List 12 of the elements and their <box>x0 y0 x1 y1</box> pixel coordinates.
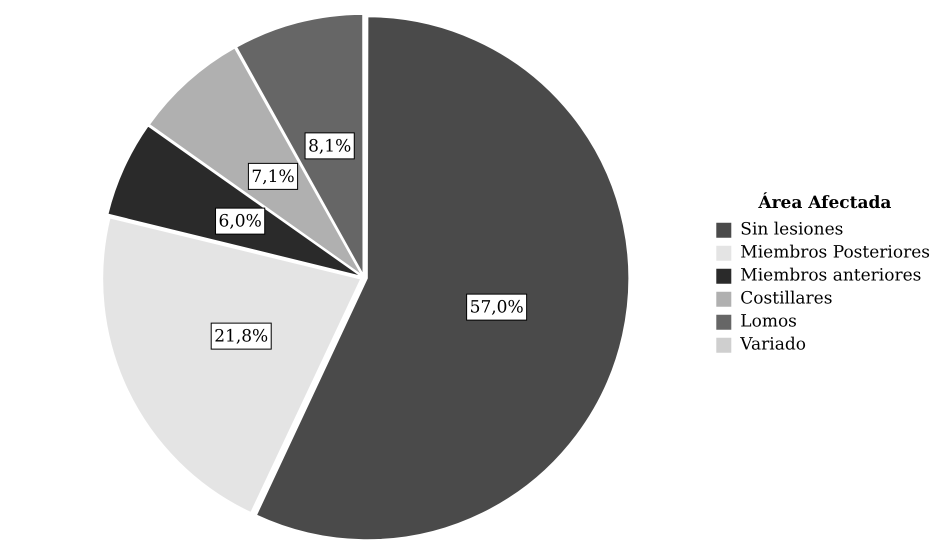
legend-label: Miembros anteriores <box>740 266 922 286</box>
data-label: 21,8% <box>214 326 268 347</box>
data-label: 8,1% <box>308 136 352 156</box>
data-label: 57,0% <box>470 298 524 318</box>
data-label: 6,0% <box>218 212 262 232</box>
legend-title: Área Afectada <box>757 192 892 214</box>
legend-label: Miembros Posteriores <box>740 242 930 263</box>
legend-label: Lomos <box>740 312 797 332</box>
legend-label: Sin lesiones <box>740 220 844 240</box>
legend-label: Costillares <box>740 288 832 309</box>
data-label: 7,1% <box>251 166 295 187</box>
legend-label: Variado <box>739 334 806 355</box>
